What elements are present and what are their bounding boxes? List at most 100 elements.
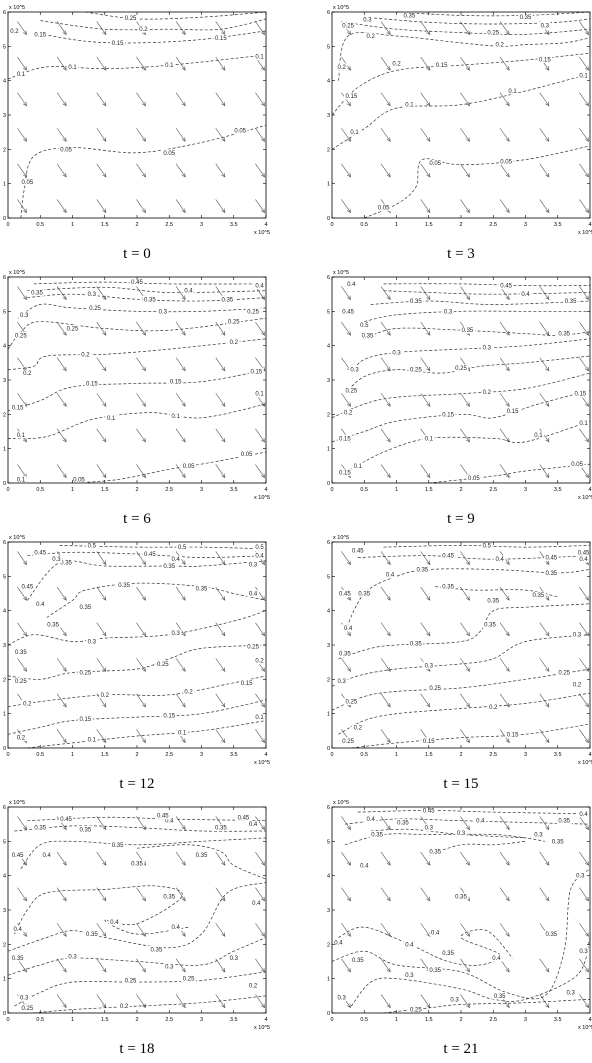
velocity-arrow xyxy=(499,321,510,336)
velocity-arrows xyxy=(17,21,265,214)
contour-label: 0.1 xyxy=(172,414,181,420)
velocity-arrow xyxy=(380,958,391,973)
contour-label: 0.1 xyxy=(255,55,264,61)
contour-line-0.15 xyxy=(332,52,590,116)
velocity-arrow xyxy=(255,92,265,107)
y-exponent: x 10^5 xyxy=(9,270,25,276)
contour-label: 0.3 xyxy=(457,831,466,837)
velocity-arrow xyxy=(175,56,186,71)
velocity-arrow xyxy=(460,693,470,708)
contour-label: 0.2 xyxy=(81,352,90,358)
y-tick-label: 5 xyxy=(327,44,330,50)
velocity-arrow xyxy=(579,923,589,937)
x-tick-label: 3.5 xyxy=(554,752,562,758)
y-tick-label: 2 xyxy=(327,147,330,153)
y-tick-label: 6 xyxy=(3,275,6,281)
y-tick-label: 4 xyxy=(327,79,330,85)
velocity-arrow xyxy=(96,658,107,672)
velocity-arrows xyxy=(341,21,589,214)
velocity-arrow xyxy=(539,163,550,178)
contour-label: 0.15 xyxy=(34,32,46,38)
y-tick-label: 0 xyxy=(327,481,330,487)
contour-label: 0.3 xyxy=(172,631,181,637)
y-tick-label: 5 xyxy=(327,574,330,580)
velocity-arrow xyxy=(499,92,510,107)
y-tick-label: 1 xyxy=(3,712,6,718)
y-exponent: x 10^5 xyxy=(9,535,25,541)
y-tick-label: 5 xyxy=(3,839,6,845)
velocity-arrow xyxy=(17,586,27,601)
contour-label: 0.3 xyxy=(541,24,550,30)
velocity-arrow xyxy=(420,56,431,71)
contour-lines xyxy=(8,281,266,483)
velocity-arrow xyxy=(17,286,27,301)
velocity-arrows xyxy=(341,286,589,479)
velocity-arrow xyxy=(136,658,146,672)
contour-line-0.3 xyxy=(8,610,266,646)
velocity-arrow xyxy=(420,199,431,214)
velocity-arrow xyxy=(17,21,27,36)
panel-caption: t = 3 xyxy=(447,246,475,262)
velocity-arrow xyxy=(96,958,107,973)
contour-label: 0.35 xyxy=(362,333,374,339)
velocity-arrow xyxy=(136,56,146,71)
contour-label: 0.35 xyxy=(565,299,577,305)
x-tick-label: 1.5 xyxy=(425,1017,433,1023)
velocity-arrow xyxy=(136,994,146,1009)
contour-label: 0.45 xyxy=(12,853,24,859)
contour-label: 0.3 xyxy=(566,990,575,996)
contour-line-0.05 xyxy=(72,451,266,483)
contour-line-0.25 xyxy=(344,21,590,35)
contour-label: 0.4 xyxy=(249,592,258,598)
velocity-arrow xyxy=(579,958,589,973)
velocity-arrow xyxy=(215,199,226,214)
velocity-arrow xyxy=(420,393,431,407)
velocity-arrow xyxy=(380,286,391,301)
contour-label: 0.2 xyxy=(139,27,148,33)
contour-line-0.2 xyxy=(338,692,590,735)
velocity-arrow xyxy=(341,551,351,566)
velocity-arrow xyxy=(215,92,226,107)
contour-label: 0.05 xyxy=(60,147,72,153)
contour-label: 0.45 xyxy=(342,309,354,315)
contour-label: 0.2 xyxy=(344,411,353,417)
velocity-arrow xyxy=(460,816,470,831)
contour-lines xyxy=(332,12,590,218)
velocity-arrow xyxy=(579,887,589,902)
x-tick-label: 3.5 xyxy=(554,487,562,493)
contour-label: 0.35 xyxy=(47,622,59,628)
x-tick-label: 1.5 xyxy=(101,1017,109,1023)
contour-line-0.4 xyxy=(14,825,266,832)
contour-label: 0.35 xyxy=(410,299,422,305)
x-tick-label: 0.5 xyxy=(360,222,368,228)
velocity-arrow xyxy=(255,128,265,142)
x-tick-label: 2.5 xyxy=(489,752,497,758)
velocity-arrow xyxy=(175,658,186,672)
velocity-arrow xyxy=(380,729,391,744)
velocity-arrow xyxy=(215,357,226,372)
contour-line-0.35 xyxy=(136,844,266,880)
panel-caption: t = 9 xyxy=(447,511,475,527)
contour-label: 0.1 xyxy=(17,433,26,439)
panel-8: 0.30.250.30.30.350.30.350.350.40.40.350.… xyxy=(327,800,592,1057)
contour-line-0.45 xyxy=(383,283,590,287)
contour-label: 0.1 xyxy=(17,72,26,78)
contour-line-0.1 xyxy=(344,420,590,474)
x-tick-label: 2 xyxy=(459,752,462,758)
contour-labels: 0.25 0.150.150.20.20.250.250.250.20.30.30… xyxy=(335,541,591,745)
contour-label: 0.35 xyxy=(131,862,143,868)
velocity-arrow xyxy=(215,622,226,637)
contour-label: 0.25 xyxy=(487,31,499,37)
velocity-arrow xyxy=(499,658,510,672)
panel-caption: t = 15 xyxy=(443,776,478,792)
x-exponent: x 10^5 xyxy=(578,760,592,766)
contour-label: 0.25 xyxy=(410,1008,422,1014)
contour-label: 0.2 xyxy=(496,43,505,49)
x-tick-label: 1.5 xyxy=(425,222,433,228)
velocity-arrow xyxy=(539,357,550,372)
velocity-arrow xyxy=(499,56,510,71)
velocity-arrow xyxy=(579,163,589,178)
contour-label: 0.4 xyxy=(360,863,369,869)
contour-label: 0.4 xyxy=(255,284,264,290)
contour-label: 0.3 xyxy=(20,313,29,319)
